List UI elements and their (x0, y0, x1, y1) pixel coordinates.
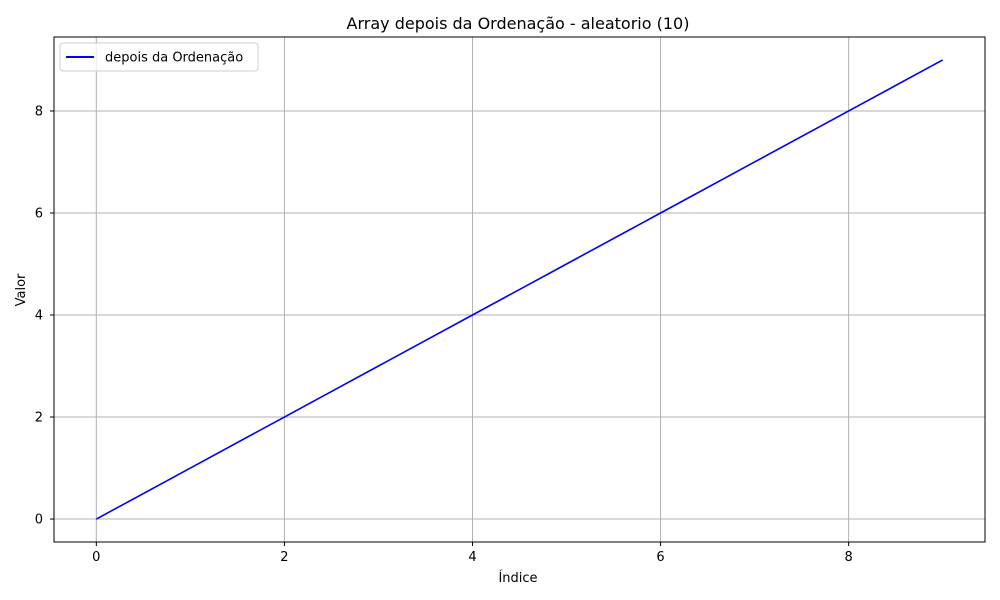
legend-box (59, 42, 259, 72)
x-tick-label: 6 (656, 550, 664, 565)
grid-lines (54, 37, 985, 542)
y-tick-label: 6 (35, 206, 43, 221)
plot-frame (53, 36, 986, 543)
y-tick-label: 2 (35, 411, 43, 426)
x-tick-label: 4 (468, 550, 476, 565)
axis-ticks: 0 2 4 6 8 0 2 4 6 8 (35, 104, 853, 565)
legend: depois da Ordenação (59, 42, 259, 72)
legend-label: depois da Ordenação (105, 51, 243, 66)
y-axis-label: Valor (14, 273, 29, 306)
x-tick-label: 2 (280, 550, 288, 565)
y-tick-label: 0 (35, 513, 43, 528)
series-layer (95, 59, 944, 520)
series-line (95, 59, 944, 520)
chart-title: Array depois da Ordenação - aleatorio (1… (347, 14, 690, 33)
y-tick-label: 8 (35, 104, 43, 119)
x-tick-label: 8 (845, 550, 853, 565)
y-tick-label: 4 (35, 309, 43, 324)
x-tick-label: 0 (92, 550, 100, 565)
x-axis-label: Índice (498, 570, 537, 586)
